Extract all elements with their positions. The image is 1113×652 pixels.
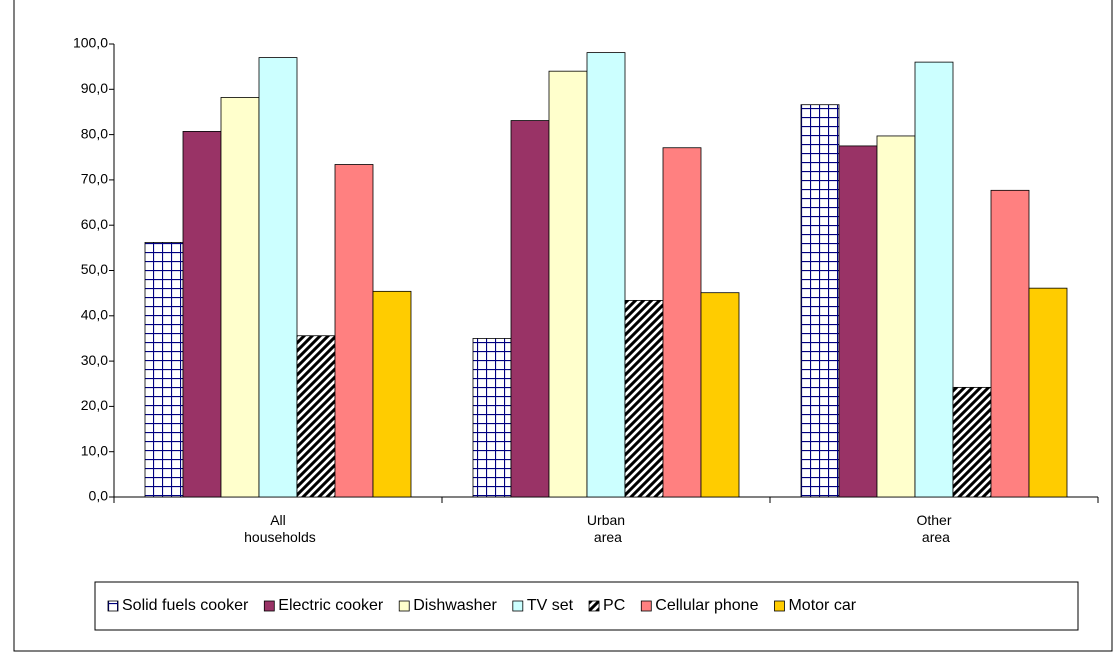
y-tick-label: 0,0 — [89, 488, 109, 504]
bar — [662, 147, 702, 498]
x-tick-label: All households — [240, 512, 316, 545]
bar — [334, 164, 374, 498]
bar — [510, 120, 550, 498]
legend-label: Electric cooker — [278, 597, 384, 614]
legend-label: Cellular phone — [655, 597, 758, 614]
legend-swatch — [588, 600, 600, 612]
bar — [220, 97, 260, 498]
legend-box — [94, 581, 1079, 631]
legend-swatch — [774, 600, 785, 612]
bar — [990, 189, 1030, 498]
legend-label: Dishwasher — [413, 597, 497, 614]
bar — [624, 299, 664, 498]
legend-swatch — [512, 600, 524, 612]
legend-label: PC — [603, 597, 625, 614]
bar — [182, 131, 222, 498]
bar — [838, 145, 878, 498]
y-tick-label: 90,0 — [81, 80, 108, 96]
y-tick-label: 10,0 — [81, 442, 108, 458]
x-tick-label: Other area — [916, 512, 951, 545]
bar — [472, 338, 512, 498]
legend-label: TV set — [527, 597, 574, 614]
bar — [952, 386, 992, 498]
y-tick-label: 60,0 — [81, 216, 108, 232]
y-tick-label: 30,0 — [81, 352, 108, 368]
bar — [586, 52, 626, 498]
legend-swatch — [640, 600, 652, 612]
legend-swatch — [107, 600, 119, 612]
y-tick-label: 80,0 — [81, 125, 108, 141]
bar — [876, 135, 916, 498]
bar — [144, 242, 184, 498]
bar — [914, 61, 954, 498]
bar — [258, 57, 298, 498]
y-tick-label: 20,0 — [81, 397, 108, 413]
bar — [800, 104, 840, 498]
legend-swatch — [263, 600, 275, 612]
legend-label: Motor car — [788, 597, 856, 614]
bar — [700, 292, 740, 498]
y-tick-label: 50,0 — [81, 261, 108, 277]
x-tick-label: Urban area — [587, 512, 625, 545]
y-tick-label: 100,0 — [73, 35, 108, 51]
legend-label: Solid fuels cooker — [122, 597, 249, 614]
bar — [296, 335, 336, 498]
y-tick-label: 70,0 — [81, 171, 108, 187]
bar — [548, 70, 588, 498]
bar — [1028, 287, 1068, 498]
legend-swatch — [398, 600, 410, 612]
bar — [372, 290, 412, 498]
y-tick-label: 40,0 — [81, 307, 108, 323]
